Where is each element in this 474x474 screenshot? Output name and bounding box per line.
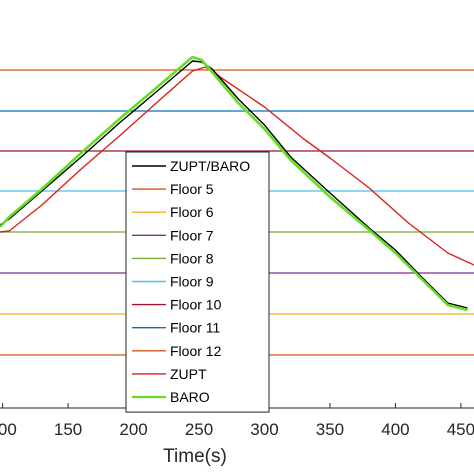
legend-label: Floor 10 — [170, 297, 222, 313]
x-tick-label: 150 — [54, 420, 82, 439]
x-axis-title: Time(s) — [163, 446, 227, 467]
series-lines — [0, 55, 474, 312]
legend-label: ZUPT/BARO — [170, 158, 250, 174]
legend-label: ZUPT — [170, 366, 207, 382]
x-tick-label: 300 — [250, 420, 278, 439]
x-tick-label: 400 — [381, 420, 409, 439]
series-line-baro — [0, 55, 468, 312]
x-tick-label: 200 — [119, 420, 147, 439]
legend-label: Floor 7 — [170, 227, 214, 243]
legend-label: Floor 11 — [170, 320, 221, 336]
legend-label: Floor 6 — [170, 204, 214, 220]
x-tick-label: 100 — [0, 420, 17, 439]
x-tick-label: 350 — [316, 420, 344, 439]
x-axis: 100 150 200 250 300 350 400 450 — [0, 403, 474, 439]
legend: ZUPT/BARO Floor 5 Floor 6 Floor 7 Floor 8 Flo… — [125, 151, 270, 413]
legend-label: Floor 9 — [170, 274, 214, 290]
legend-label: Floor 8 — [170, 250, 214, 266]
legend-label: Floor 12 — [170, 343, 222, 359]
legend-label: Floor 5 — [170, 181, 214, 197]
x-tick-label: 250 — [185, 420, 213, 439]
x-tick-label: 450 — [447, 420, 474, 439]
series-line-zupt-baro — [0, 60, 468, 309]
legend-label: BARO — [170, 389, 210, 405]
